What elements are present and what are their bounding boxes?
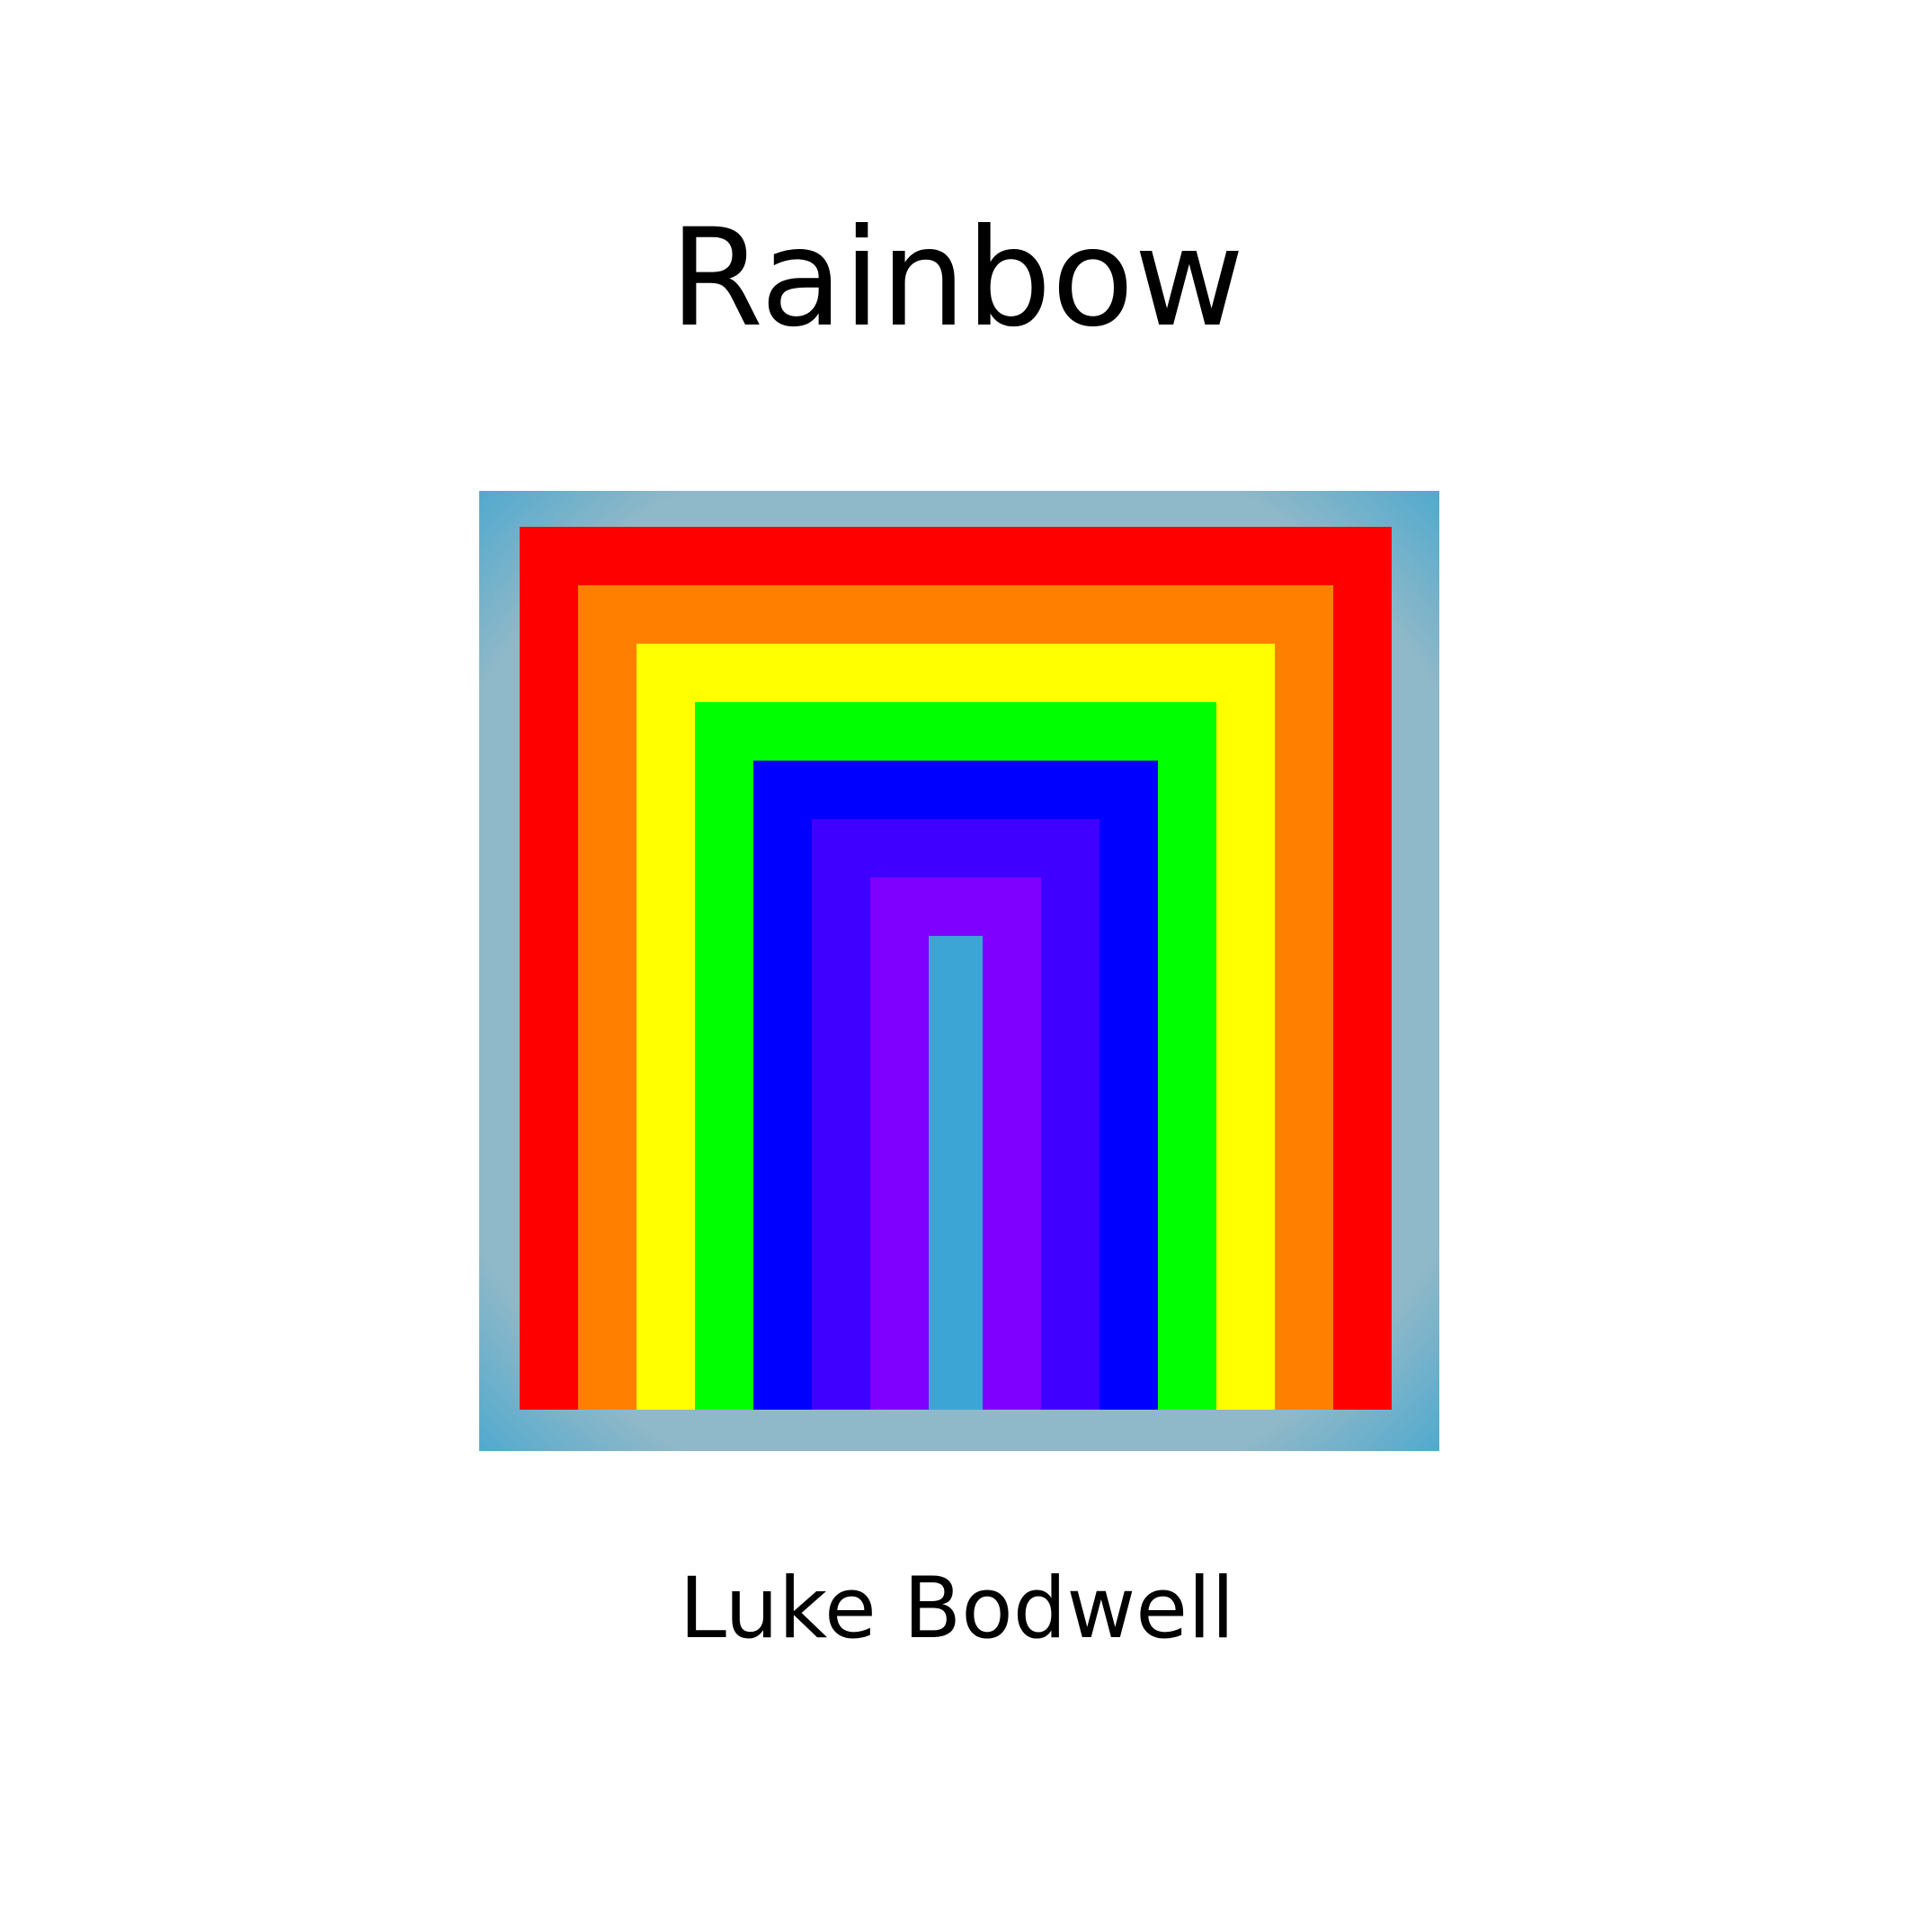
rainbow-graphic <box>479 491 1439 1451</box>
rainbow-artwork <box>479 491 1439 1451</box>
core-stripe <box>929 936 983 1410</box>
cover-title: Rainbow <box>669 200 1245 357</box>
cover-author: Luke Bodwell <box>679 1560 1235 1658</box>
